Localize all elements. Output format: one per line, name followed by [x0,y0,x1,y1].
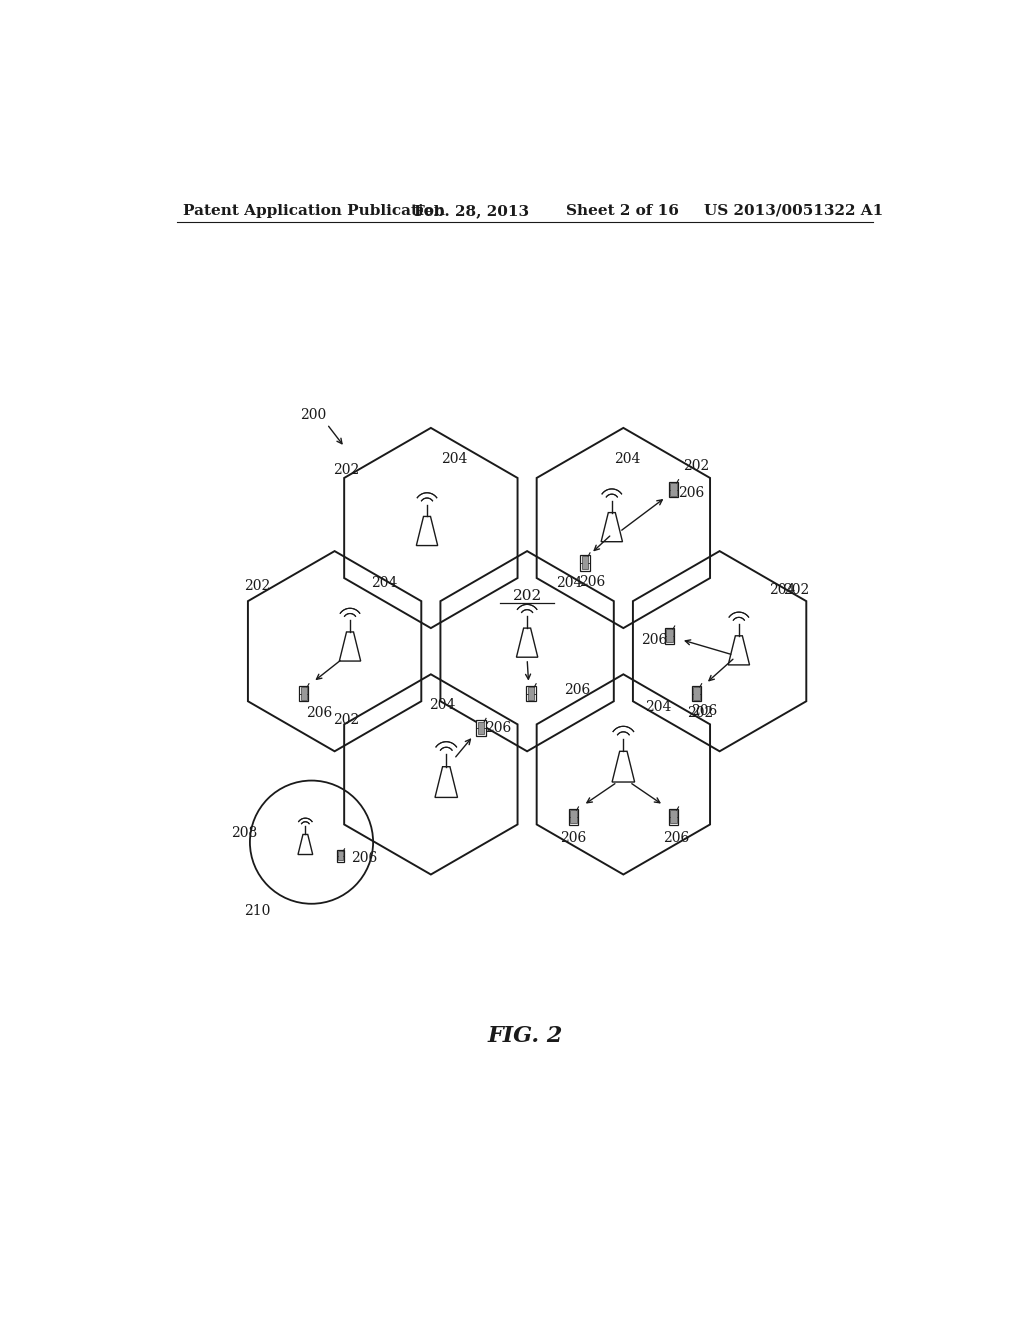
Polygon shape [527,686,535,700]
Text: US 2013/0051322 A1: US 2013/0051322 A1 [705,203,884,218]
Text: 210: 210 [245,904,270,919]
Polygon shape [570,810,577,822]
Polygon shape [692,685,701,701]
Text: 206: 206 [641,632,668,647]
Polygon shape [581,554,590,570]
Text: 204: 204 [440,451,467,466]
Text: 208: 208 [230,826,257,840]
Polygon shape [298,834,312,854]
Text: 202: 202 [333,714,359,727]
Text: 206: 206 [351,850,377,865]
Polygon shape [526,685,536,701]
Polygon shape [435,767,458,797]
Text: 202: 202 [687,706,714,719]
Polygon shape [568,809,578,825]
Text: 204: 204 [429,698,456,711]
Polygon shape [300,686,307,700]
Polygon shape [667,630,673,642]
Text: 206: 206 [580,576,605,589]
Text: 202: 202 [245,578,270,593]
Polygon shape [417,516,437,545]
Polygon shape [516,628,538,657]
Text: 206: 206 [560,830,587,845]
Text: FIG. 2: FIG. 2 [487,1026,562,1047]
Polygon shape [339,632,360,661]
Text: Feb. 28, 2013: Feb. 28, 2013 [414,203,529,218]
Text: 206: 206 [663,830,689,845]
Polygon shape [299,685,308,701]
Polygon shape [612,751,635,781]
Polygon shape [476,721,485,737]
Text: 206: 206 [485,721,512,735]
Text: 206: 206 [691,705,718,718]
Text: 204: 204 [372,577,398,590]
Text: 200: 200 [300,408,327,422]
Text: Sheet 2 of 16: Sheet 2 of 16 [565,203,679,218]
Text: 204: 204 [770,582,796,597]
Polygon shape [669,482,678,498]
Text: 204: 204 [645,700,671,714]
Polygon shape [338,851,343,861]
Text: 202: 202 [512,589,542,603]
Text: 204: 204 [614,451,640,466]
Polygon shape [601,512,623,541]
Polygon shape [477,722,484,734]
Polygon shape [337,850,344,862]
Polygon shape [728,636,750,665]
Polygon shape [665,628,674,644]
Text: 206: 206 [564,682,590,697]
Text: 204: 204 [556,577,583,590]
Polygon shape [670,483,677,495]
Polygon shape [669,809,678,825]
Polygon shape [693,686,699,700]
Polygon shape [582,556,588,569]
Polygon shape [670,810,677,822]
Text: 206: 206 [306,706,333,719]
Text: Patent Application Publication: Patent Application Publication [183,203,444,218]
Text: 202: 202 [683,459,710,474]
Text: 202: 202 [783,582,810,597]
Text: 206: 206 [678,486,705,500]
Text: 202: 202 [333,463,359,478]
